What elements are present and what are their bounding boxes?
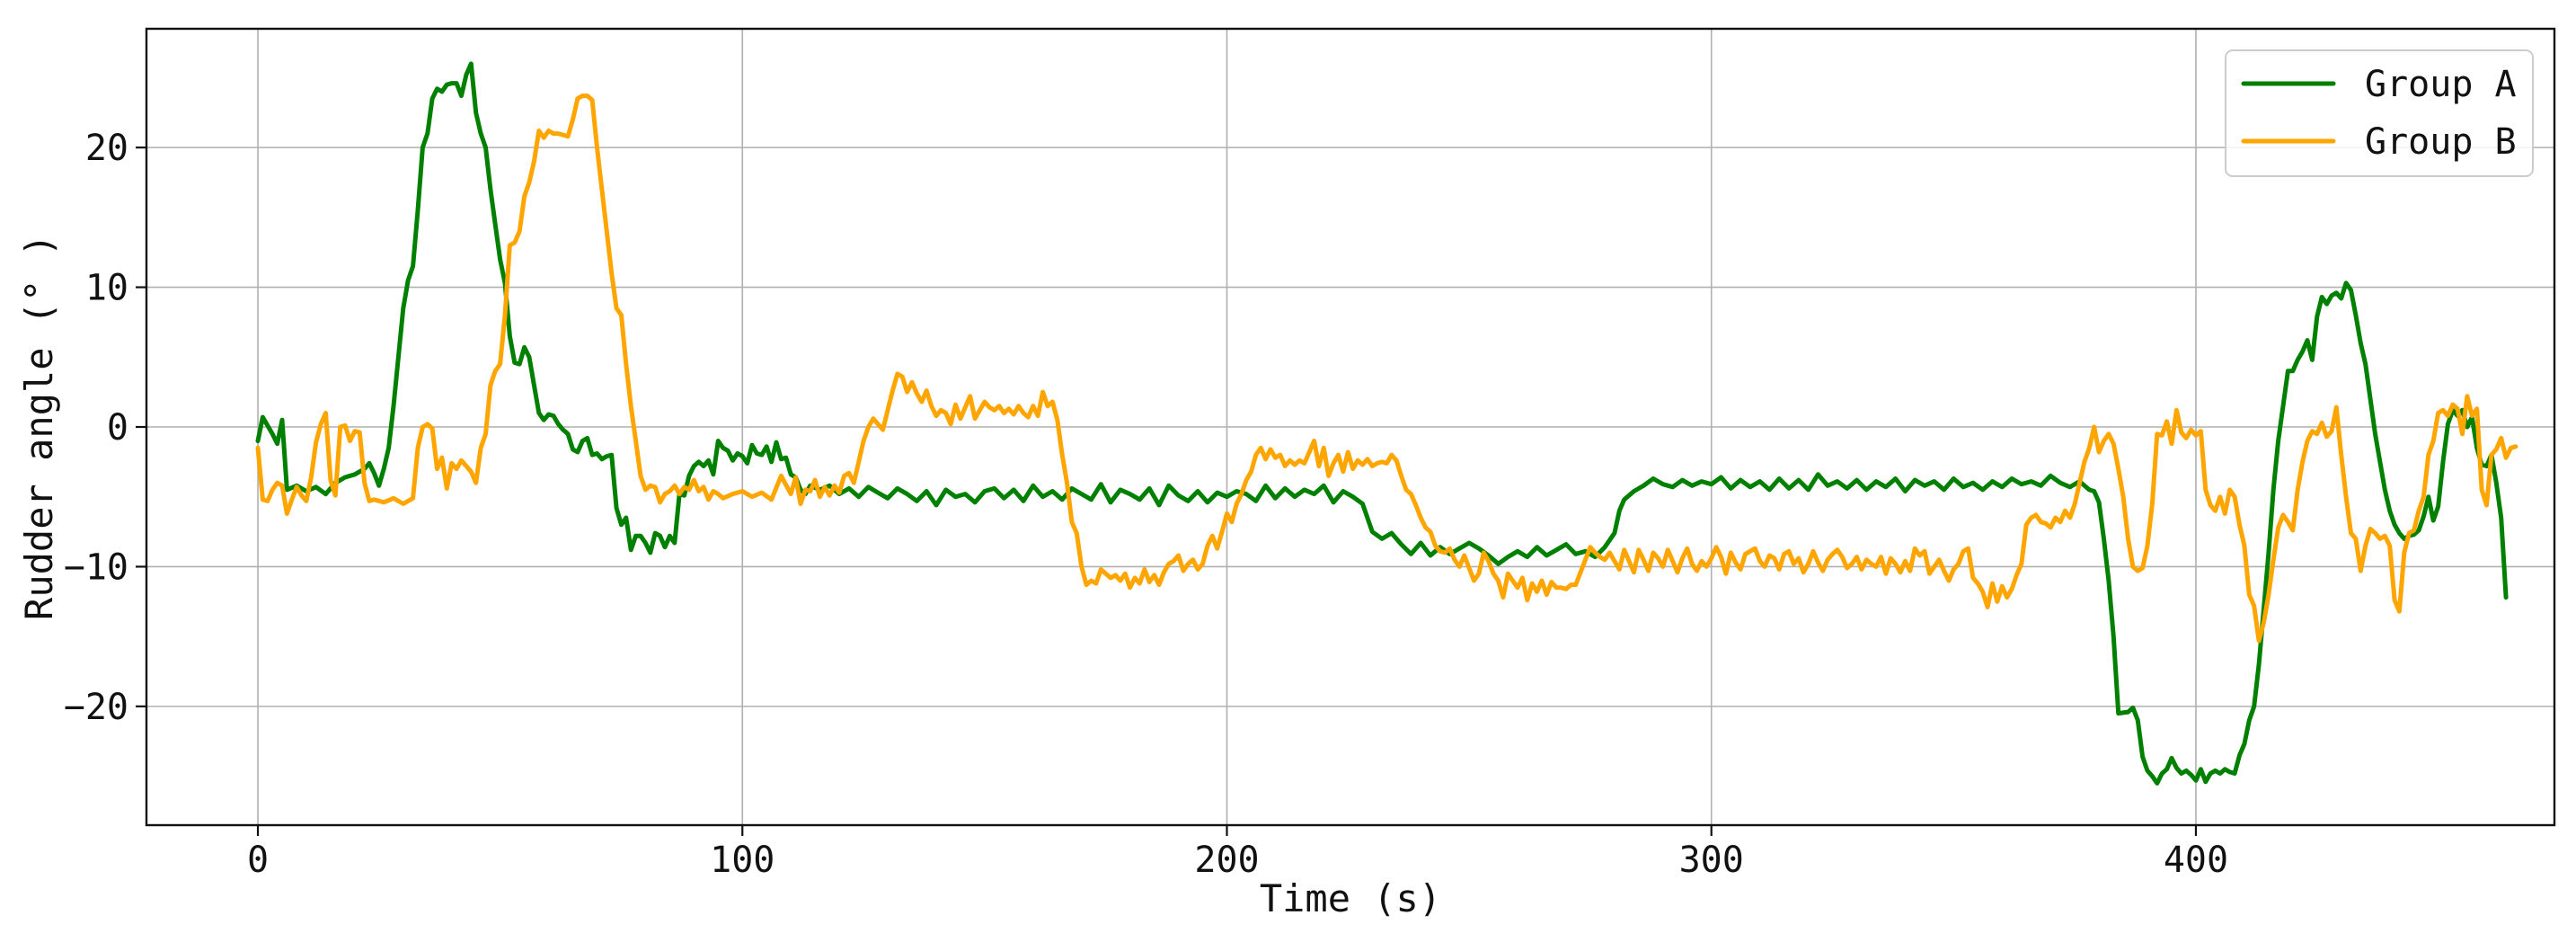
axis-ticks: 0 100 200 300 400 −20 −10 0 10 20 xyxy=(64,128,2228,881)
series-line-group-a xyxy=(255,61,2509,786)
legend-label-group-a: Group A xyxy=(2365,64,2517,105)
y-tick-label: −20 xyxy=(64,687,128,728)
grid xyxy=(146,29,2554,825)
x-tick-label: 300 xyxy=(1679,840,1744,881)
x-axis-label: Time (s) xyxy=(1260,876,1441,920)
series-line-group-b xyxy=(255,93,2518,644)
y-tick-label: −10 xyxy=(64,547,128,588)
legend: Group A Group B xyxy=(2225,49,2534,177)
y-tick-label: 10 xyxy=(85,268,128,309)
y-tick-label: 20 xyxy=(85,128,128,169)
series-lines xyxy=(255,61,2518,786)
y-axis-label: Rudder angle (° ) xyxy=(17,234,61,620)
x-tick-label: 400 xyxy=(2164,840,2228,881)
x-tick-label: 0 xyxy=(247,840,269,881)
y-tick-label: 0 xyxy=(107,407,128,449)
x-tick-label: 200 xyxy=(1194,840,1259,881)
x-tick-label: 100 xyxy=(710,840,775,881)
legend-label-group-b: Group B xyxy=(2365,121,2517,163)
